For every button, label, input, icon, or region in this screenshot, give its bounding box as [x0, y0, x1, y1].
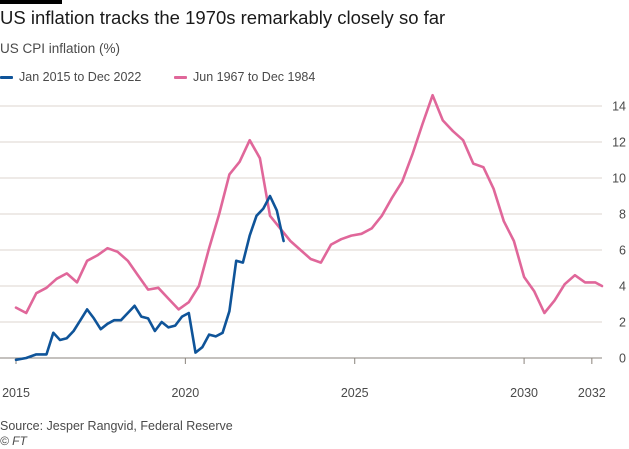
chart-subtitle: US CPI inflation (%) [0, 41, 121, 56]
legend-swatch-2015 [0, 75, 13, 79]
chart-title: US inflation tracks the 1970s remarkably… [0, 7, 446, 28]
chart-area: 0 2 4 6 8 10 12 14 2015 2020 2025 2030 2032 [0, 88, 629, 413]
legend-label-2015: Jan 2015 to Dec 2022 [19, 70, 142, 84]
credit-note: © FT [0, 434, 27, 448]
legend-swatch-1967 [174, 75, 187, 79]
legend-item-1967: Jun 1967 to Dec 1984 [174, 70, 315, 84]
x-tick-label: 2030 [510, 386, 538, 400]
y-tick-label: 6 [619, 244, 626, 258]
y-tick-label: 8 [619, 208, 626, 222]
y-tick-label: 0 [619, 352, 626, 366]
source-note: Source: Jesper Rangvid, Federal Reserve [0, 419, 233, 433]
y-tick-label: 2 [619, 316, 626, 330]
y-tick-label: 4 [619, 280, 626, 294]
x-tick-label: 2032 [578, 386, 606, 400]
y-tick-label: 14 [612, 100, 626, 114]
x-tick-label: 2015 [2, 386, 30, 400]
x-tick-label: 2020 [171, 386, 199, 400]
y-tick-label: 12 [612, 136, 626, 150]
y-tick-label: 10 [612, 172, 626, 186]
x-tick-label: 2025 [341, 386, 369, 400]
series-line-1967-1984 [14, 93, 604, 315]
brand-bar [0, 0, 62, 4]
legend-label-1967: Jun 1967 to Dec 1984 [193, 70, 316, 84]
series-line-2015-2022 [14, 194, 285, 362]
legend-item-2015: Jan 2015 to Dec 2022 [0, 70, 141, 84]
line-chart: 0 2 4 6 8 10 12 14 2015 2020 2025 2030 2032 [0, 93, 626, 400]
